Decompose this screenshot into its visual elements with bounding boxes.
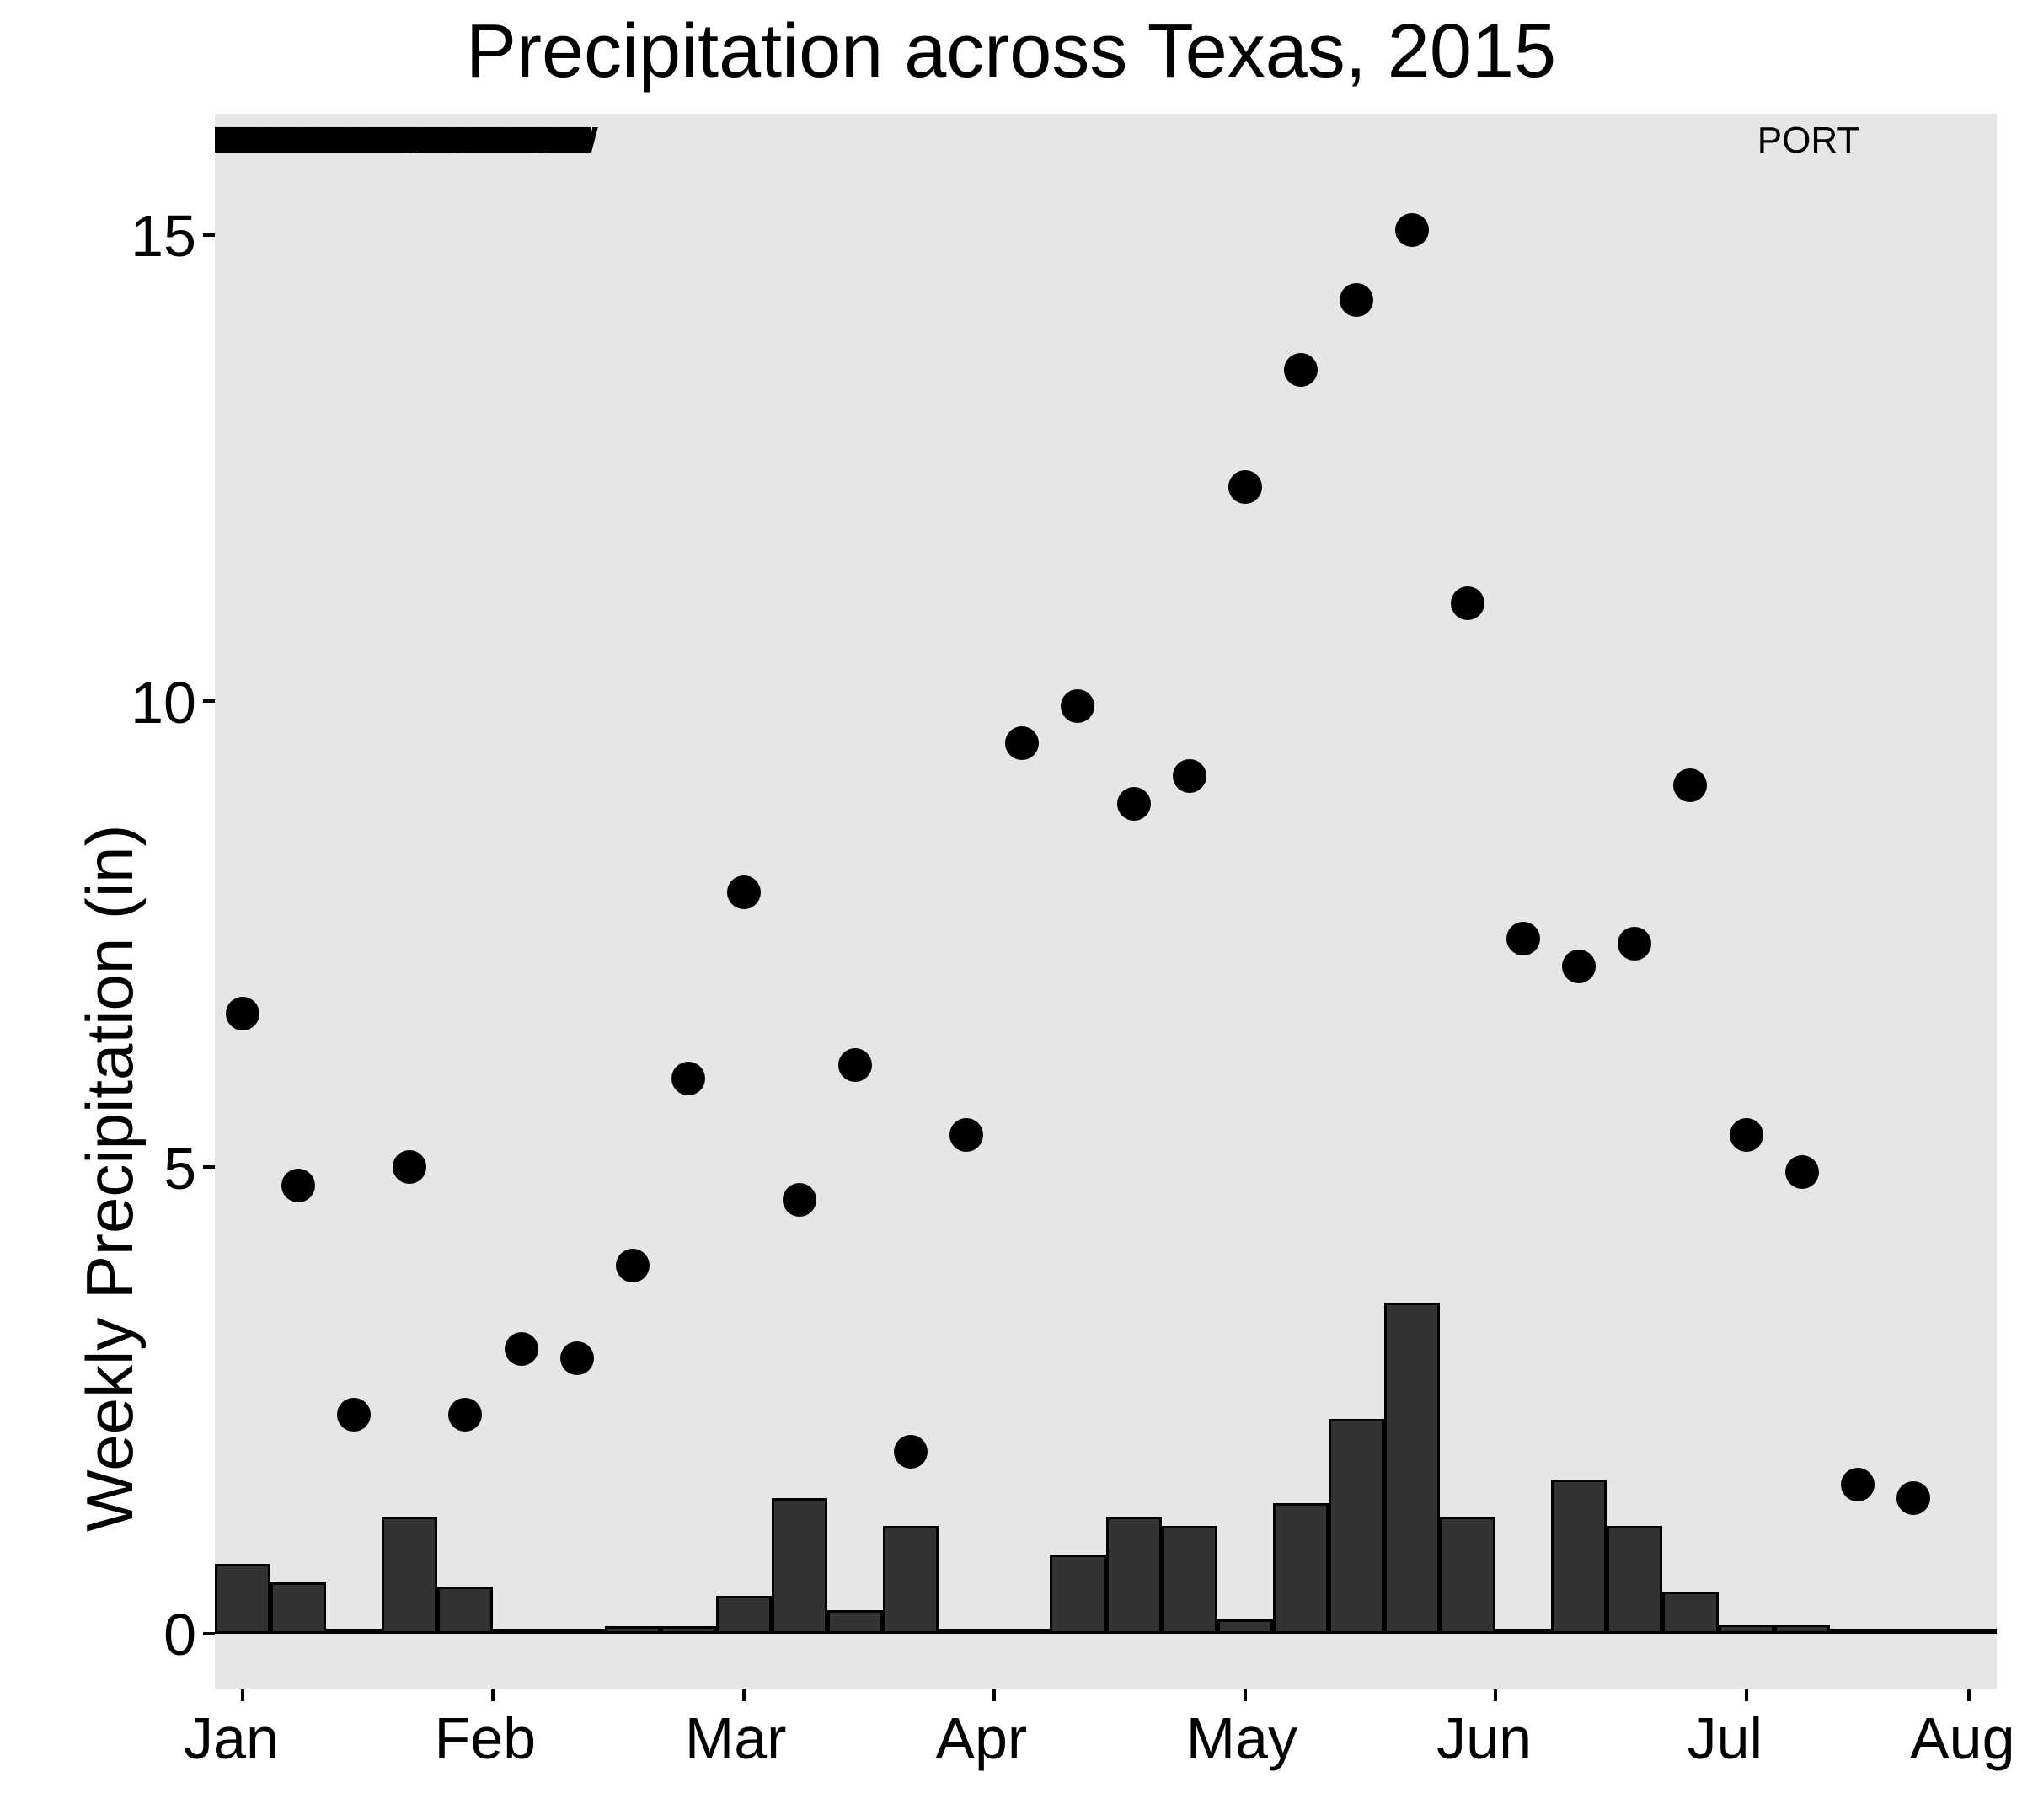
x-tick-label: Aug [1910, 1705, 2015, 1772]
max-point [1730, 1118, 1763, 1152]
bar [1886, 1629, 1941, 1634]
x-tick-label: May [1186, 1705, 1297, 1772]
max-point [949, 1118, 983, 1152]
bar [1495, 1629, 1551, 1634]
x-tick [241, 1689, 244, 1701]
x-tick [992, 1689, 996, 1701]
x-tick-label: Jul [1688, 1705, 1763, 1772]
max-point [727, 875, 761, 909]
max-point [1896, 1481, 1930, 1515]
x-tick [1967, 1689, 1971, 1701]
bar [382, 1517, 437, 1633]
x-tick-label: Jan [184, 1705, 279, 1772]
bar [716, 1596, 772, 1633]
y-axis-label: Weekly Precipitation (in) [72, 824, 148, 1532]
bar [1106, 1517, 1162, 1633]
max-point [1673, 768, 1707, 802]
bar [1050, 1555, 1105, 1634]
annotation-mid: Me [500, 120, 551, 162]
bar [549, 1629, 605, 1634]
bar [1607, 1526, 1662, 1633]
max-point [1005, 726, 1039, 760]
max-point [894, 1435, 928, 1469]
bar [772, 1498, 827, 1633]
max-point [1562, 950, 1596, 983]
max-point [505, 1332, 538, 1366]
x-tick [1244, 1689, 1247, 1701]
max-point [671, 1062, 705, 1095]
max-point [1228, 470, 1262, 504]
precipitation-chart: Precipitation across Texas, 2015 Weekly … [0, 0, 2022, 1820]
x-tick-label: Jun [1436, 1705, 1532, 1772]
max-point [1395, 213, 1429, 247]
x-tick [1494, 1689, 1497, 1701]
max-point [1785, 1155, 1819, 1189]
y-tick-label: 15 [131, 202, 196, 270]
x-tick-label: Mar [685, 1705, 787, 1772]
max-point [1284, 353, 1318, 387]
bar [1830, 1629, 1886, 1634]
bar [661, 1626, 716, 1634]
plot-panel: Max PMeWIIIIIIIIIIIIIIIIIIIIIIIIIIIIIIII… [215, 114, 1997, 1689]
bar [437, 1587, 493, 1633]
max-point [393, 1150, 426, 1184]
max-point [448, 1398, 482, 1432]
max-point [226, 997, 259, 1030]
max-point [1506, 922, 1540, 956]
max-point [1340, 283, 1373, 317]
x-tick [1745, 1689, 1748, 1701]
max-point [1061, 689, 1094, 723]
max-point [560, 1341, 594, 1375]
x-tick [491, 1689, 495, 1701]
max-point [1841, 1468, 1875, 1502]
max-point [838, 1048, 872, 1082]
bar [1662, 1592, 1718, 1634]
bar [1329, 1419, 1384, 1633]
bar [1273, 1503, 1329, 1634]
bar [1941, 1629, 1997, 1634]
y-tick [203, 699, 215, 703]
y-tick-label: 10 [131, 669, 196, 736]
max-point [1451, 586, 1484, 620]
bar [1384, 1303, 1440, 1634]
bar [605, 1626, 661, 1634]
bar [270, 1582, 326, 1634]
annotation-left: Max P [373, 120, 479, 162]
bar [1774, 1625, 1830, 1634]
bar [493, 1629, 548, 1634]
y-tick-label: 5 [163, 1135, 196, 1202]
max-point [616, 1249, 650, 1282]
x-tick [742, 1689, 746, 1701]
bar [1440, 1517, 1495, 1633]
y-tick-label: 0 [163, 1601, 196, 1668]
x-tick-label: Apr [935, 1705, 1027, 1772]
bar [1217, 1619, 1273, 1634]
bar [1162, 1526, 1217, 1633]
bar [883, 1526, 939, 1633]
bar [1719, 1625, 1774, 1634]
max-point [1618, 927, 1651, 961]
annotation-right: PORT [1757, 120, 1859, 162]
y-tick [203, 1165, 215, 1169]
chart-title: Precipitation across Texas, 2015 [0, 8, 2022, 95]
bar [939, 1629, 994, 1634]
bar [827, 1610, 883, 1634]
max-point [1173, 759, 1206, 793]
y-tick [203, 233, 215, 237]
bar [1551, 1480, 1607, 1634]
max-point [783, 1183, 816, 1217]
max-point [1117, 787, 1151, 821]
max-point [337, 1398, 371, 1432]
bar [994, 1629, 1050, 1634]
x-tick-label: Feb [434, 1705, 536, 1772]
bar [326, 1629, 382, 1634]
bar [215, 1564, 270, 1634]
y-tick [203, 1632, 215, 1635]
max-point [281, 1169, 315, 1202]
